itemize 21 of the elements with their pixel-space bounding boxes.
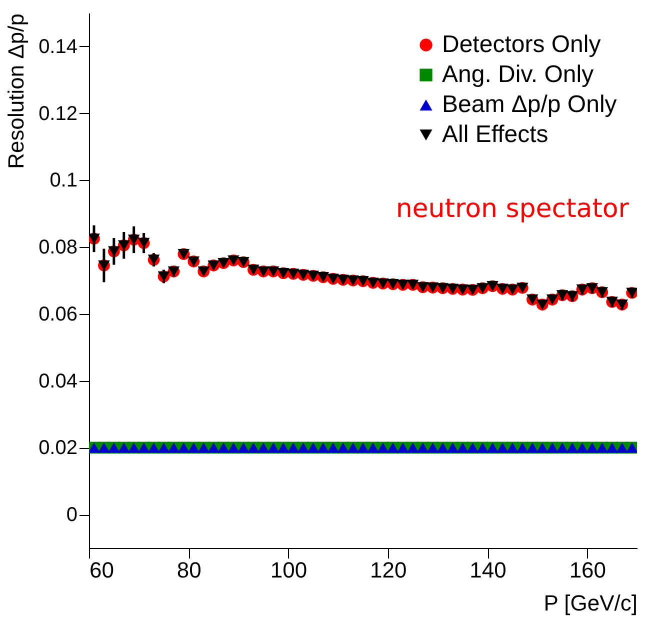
x-tick-label: 140 [470, 558, 506, 582]
annotation: neutron spectator [396, 194, 630, 224]
x-axis-title: P [GeV/c] [544, 590, 638, 616]
legend-label: Detectors Only [442, 31, 601, 58]
legend-label: All Effects [442, 121, 548, 148]
y-tick-label: 0.08 [38, 236, 78, 259]
x-tick-label: 80 [176, 558, 202, 582]
x-tick-label: 60 [90, 558, 114, 582]
y-axis-title: Resolution Δp/p [4, 14, 29, 169]
y-tick-label: 0.1 [50, 170, 78, 192]
legend-label: Beam Δp/p Only [442, 91, 617, 118]
y-tick-label: 0.12 [38, 102, 78, 125]
legend-label: Ang. Div. Only [442, 61, 594, 88]
x-tick-label: 160 [569, 558, 606, 582]
y-tick-label: 0 [66, 504, 78, 526]
y-tick-label: 0.06 [38, 303, 78, 326]
y-tick-label: 0.02 [38, 437, 78, 460]
y-tick-label: 0.14 [38, 36, 78, 58]
x-tick-label: 100 [270, 558, 308, 582]
x-tick-label: 120 [370, 558, 407, 582]
y-tick-label: 0.04 [38, 370, 78, 392]
